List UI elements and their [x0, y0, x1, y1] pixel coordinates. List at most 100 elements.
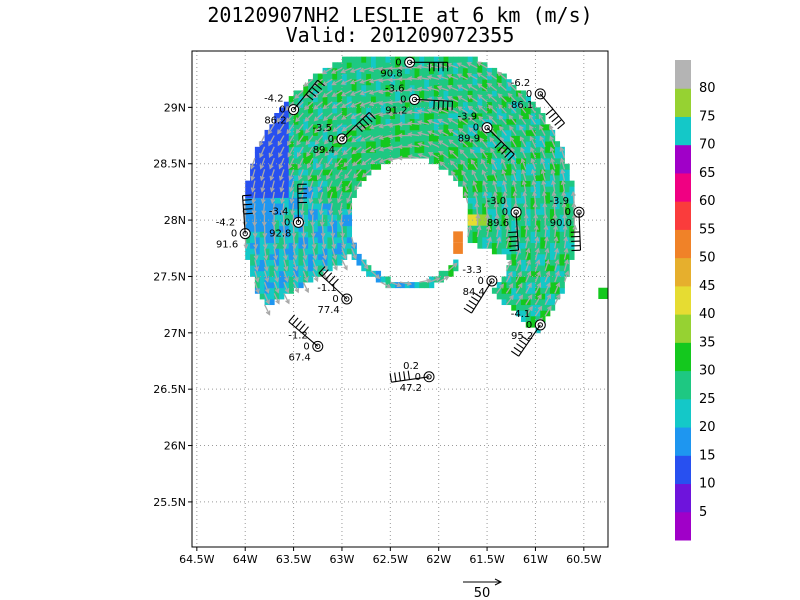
- wind-vector-head: [296, 152, 302, 158]
- station-mid-value: 0: [284, 217, 290, 228]
- field-cell: [337, 175, 343, 182]
- field-cell: [356, 62, 362, 69]
- field-cell: [491, 225, 498, 232]
- wind-vector-head: [499, 283, 504, 289]
- field-cell: [511, 276, 517, 283]
- wind-vector-head: [301, 243, 307, 250]
- wind-vector: [428, 119, 439, 125]
- wind-vector-head: [486, 224, 491, 231]
- field-cell: [564, 220, 570, 227]
- field-cell: [448, 270, 454, 277]
- field-cell: [279, 237, 285, 244]
- wind-vector-head: [378, 77, 384, 83]
- field-cell: [549, 304, 556, 311]
- field-cell: [279, 282, 285, 289]
- field-cell: [395, 113, 401, 120]
- field-cell: [433, 158, 440, 165]
- wind-vector: [457, 95, 469, 103]
- field-cell: [259, 191, 265, 198]
- field-cell: [419, 56, 425, 63]
- wind-vector-head: [259, 164, 265, 170]
- wind-vector-head: [571, 202, 577, 208]
- field-cell: [569, 231, 575, 238]
- wind-vector-head: [438, 150, 444, 156]
- field-cell: [487, 197, 493, 204]
- wind-vector-head: [407, 87, 413, 93]
- field-cell: [477, 169, 483, 176]
- wind-barb-flag: [243, 212, 253, 215]
- field-cell: [327, 152, 333, 159]
- wind-vector: [283, 270, 289, 282]
- wind-vector: [487, 83, 498, 91]
- wind-vector: [519, 136, 527, 148]
- field-cell: [487, 135, 493, 142]
- wind-vector-head: [291, 232, 297, 239]
- field-cell: [438, 146, 444, 153]
- field-cell: [385, 124, 391, 131]
- field-cell: [409, 282, 415, 289]
- wind-vector-head: [437, 140, 444, 145]
- field-cell: [404, 84, 411, 91]
- field-cell: [477, 214, 488, 226]
- wind-vector: [544, 283, 551, 294]
- field-cell: [395, 129, 401, 136]
- field-cell: [395, 118, 401, 125]
- field-cell: [346, 231, 353, 238]
- field-cell: [259, 231, 265, 238]
- wind-vector-head: [550, 168, 556, 174]
- field-cell: [472, 158, 478, 165]
- field-cell: [293, 248, 299, 255]
- wind-vector-head: [332, 115, 338, 121]
- wind-vector-head: [310, 232, 316, 239]
- field-cell: [308, 253, 314, 260]
- field-cell: [356, 101, 362, 108]
- wind-vector: [477, 61, 488, 69]
- wind-vector: [427, 75, 439, 80]
- field-cell: [496, 220, 502, 227]
- field-cell: [453, 259, 459, 266]
- field-cell: [259, 214, 265, 221]
- field-cell: [264, 186, 270, 193]
- field-cell: [395, 67, 401, 74]
- wind-vector: [252, 191, 256, 203]
- wind-vector-head: [263, 255, 269, 261]
- wind-vector-head: [551, 190, 557, 197]
- field-cell: [472, 107, 478, 114]
- field-cell: [496, 175, 502, 182]
- field-cell: [535, 124, 541, 131]
- colorbar-label: 15: [699, 448, 716, 463]
- field-cell: [545, 287, 551, 294]
- wind-vector: [379, 101, 391, 105]
- field-cell: [525, 208, 532, 215]
- wind-vector-head: [280, 210, 286, 216]
- field-cell: [453, 113, 459, 120]
- field-cell: [525, 175, 532, 182]
- field-cell: [525, 231, 532, 238]
- field-cell: [308, 107, 314, 114]
- field-cell: [341, 118, 348, 125]
- colorbar-label: 75: [699, 109, 716, 124]
- field-cell: [458, 90, 464, 97]
- field-cell: [472, 84, 478, 91]
- wind-vector-head: [503, 202, 509, 208]
- wind-vector-head: [295, 117, 301, 123]
- wind-vector: [525, 260, 531, 272]
- wind-vector: [550, 147, 556, 159]
- field-cell: [545, 208, 551, 215]
- field-cell: [491, 113, 498, 120]
- field-cell: [395, 101, 401, 108]
- field-cell: [491, 208, 498, 215]
- field-cell: [448, 124, 454, 131]
- field-cell: [356, 135, 362, 142]
- field-cell: [327, 237, 333, 244]
- field-cell: [293, 101, 299, 108]
- field-cell: [438, 90, 444, 97]
- wind-vector: [460, 160, 469, 170]
- field-cell: [337, 259, 343, 266]
- field-cell: [559, 163, 565, 170]
- wind-vector: [341, 112, 352, 120]
- field-cell: [554, 146, 561, 153]
- field-cell: [516, 175, 522, 182]
- wind-vector: [305, 123, 314, 134]
